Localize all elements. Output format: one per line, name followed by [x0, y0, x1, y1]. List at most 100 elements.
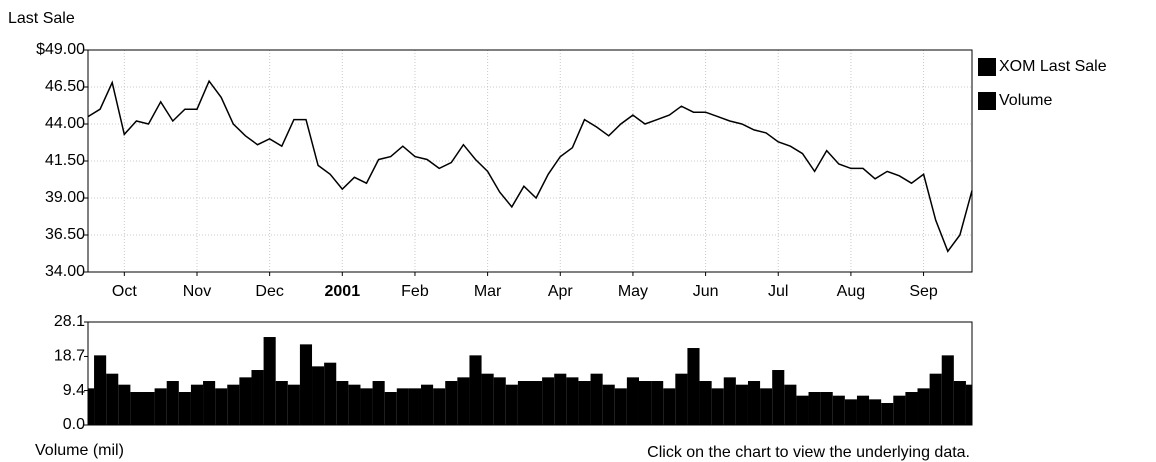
volume-bar	[166, 381, 179, 425]
volume-bar	[396, 388, 409, 425]
volume-bar	[287, 384, 300, 425]
volume-bar	[796, 395, 809, 425]
volume-bar	[566, 377, 579, 425]
volume-bar	[530, 381, 543, 425]
volume-bar	[965, 384, 972, 425]
x-tick-label: Jul	[768, 283, 788, 300]
x-tick-label: Oct	[112, 283, 137, 300]
volume-bar	[881, 403, 894, 425]
y-tick-label: 0.0	[63, 416, 85, 433]
volume-bar	[118, 384, 131, 425]
volume-bar	[832, 395, 845, 425]
volume-bar	[784, 384, 797, 425]
volume-bar	[275, 381, 288, 425]
volume-bar	[614, 388, 627, 425]
volume-bar	[542, 377, 555, 425]
y-tick-label: 18.7	[54, 348, 85, 365]
price-line	[87, 79, 973, 253]
x-tick-label: Apr	[548, 283, 574, 300]
volume-bar	[445, 381, 458, 425]
volume-bar	[517, 381, 530, 425]
volume-bar	[178, 392, 191, 425]
plot-frame	[87, 321, 973, 426]
volume-bar	[239, 377, 252, 425]
volume-bar	[663, 388, 676, 425]
volume-bar	[154, 388, 167, 425]
volume-bar	[735, 384, 748, 425]
volume-bar	[772, 370, 785, 425]
volume-bar	[699, 381, 712, 425]
volume-bar	[917, 388, 930, 425]
x-tick-label: Nov	[183, 283, 211, 300]
volume-bar	[421, 384, 434, 425]
volume-bar	[626, 377, 639, 425]
x-tick-label: Aug	[837, 283, 865, 300]
plot-frame	[87, 49, 973, 273]
volume-bar	[312, 366, 325, 425]
volume-bar	[590, 373, 603, 425]
x-tick-label: 2001	[325, 283, 361, 300]
volume-bar	[336, 381, 349, 425]
volume-bar	[844, 399, 857, 425]
volume-bar	[602, 384, 615, 425]
volume-bar	[360, 388, 373, 425]
volume-bar	[190, 384, 204, 425]
y-tick-label: 9.4	[63, 382, 85, 399]
x-tick-label: May	[618, 283, 648, 300]
x-tick-label: Mar	[474, 283, 502, 300]
volume-bar	[638, 381, 652, 425]
volume-bar	[251, 370, 264, 425]
volume-bar	[929, 373, 942, 425]
volume-bar	[493, 377, 506, 425]
volume-bar	[372, 381, 385, 425]
volume-bar	[808, 392, 821, 425]
legend-swatch	[978, 92, 996, 110]
volume-bar	[747, 381, 761, 425]
y-tick-label: $49.00	[36, 41, 85, 58]
x-tick-label: Sep	[909, 283, 938, 300]
volume-bar	[324, 362, 337, 425]
y-tick-label: 46.50	[45, 78, 85, 95]
volume-bar	[578, 381, 591, 425]
y-tick-label: 28.1	[54, 313, 85, 330]
volume-bar	[675, 373, 688, 425]
volume-bar	[203, 381, 216, 425]
volume-bar	[941, 355, 954, 425]
volume-bar	[215, 388, 228, 425]
volume-bar	[263, 337, 276, 425]
x-tick-label: Dec	[255, 283, 283, 300]
volume-bar	[905, 392, 918, 425]
y-axis-label: Last Sale	[8, 10, 75, 27]
volume-bar	[723, 377, 736, 425]
volume-bar	[893, 395, 906, 425]
volume-bar	[457, 377, 470, 425]
volume-bar	[651, 381, 664, 425]
legend-label: Volume	[999, 92, 1052, 109]
volume-bar	[299, 344, 313, 425]
volume-bar	[88, 388, 95, 425]
volume-bar	[856, 395, 870, 425]
volume-bar	[760, 388, 773, 425]
volume-bar	[227, 384, 240, 425]
y-tick-label: 39.00	[45, 189, 85, 206]
volume-bar	[408, 388, 422, 425]
volume-bar	[711, 388, 724, 425]
legend-swatch	[978, 58, 996, 76]
volume-bar	[130, 392, 143, 425]
volume-bar	[505, 384, 518, 425]
volume-bar	[687, 348, 700, 425]
y-tick-label: 36.50	[45, 226, 85, 243]
y-tick-label: 44.00	[45, 115, 85, 132]
volume-bar	[384, 392, 397, 425]
volume-bar	[820, 392, 833, 425]
volume-bar	[433, 388, 446, 425]
volume-bar	[869, 399, 882, 425]
volume-bar	[554, 373, 567, 425]
x-tick-label: Jun	[693, 283, 719, 300]
volume-bar	[469, 355, 482, 425]
x-tick-label: Feb	[401, 283, 429, 300]
legend-label: XOM Last Sale	[999, 58, 1107, 75]
volume-bar	[348, 384, 361, 425]
y-tick-label: 34.00	[45, 263, 85, 280]
